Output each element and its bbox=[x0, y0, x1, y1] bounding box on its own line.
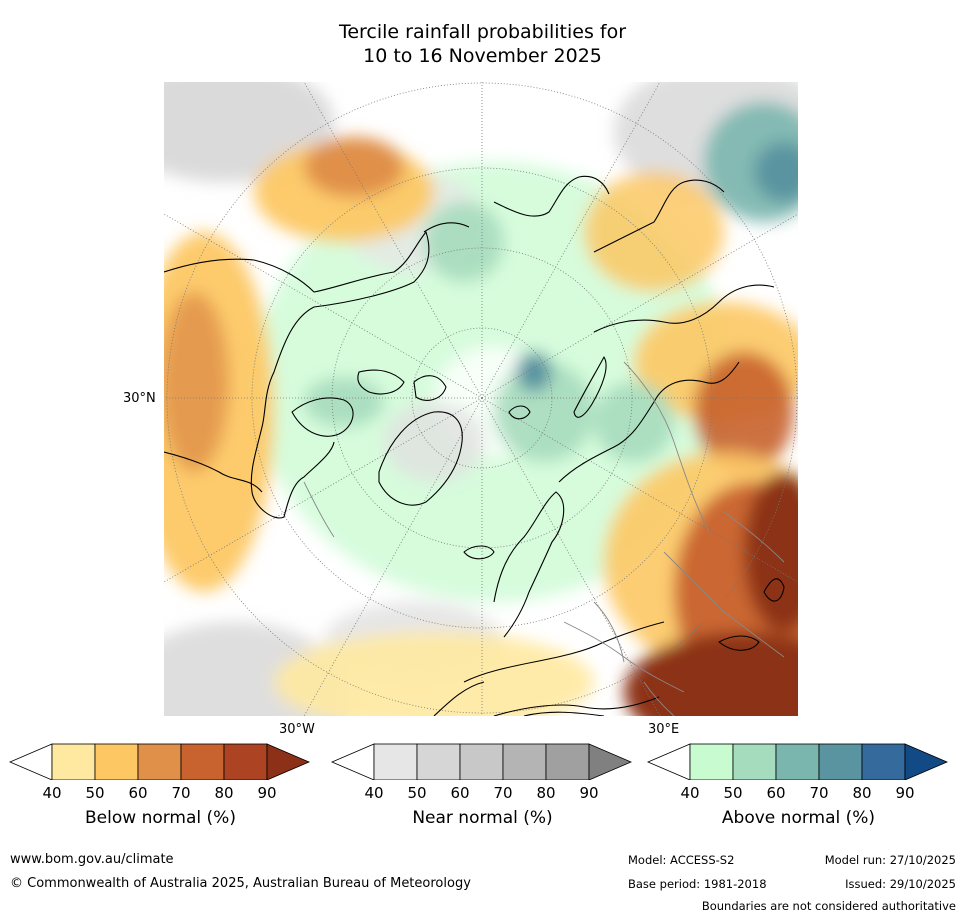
colorbar-swatch bbox=[861, 743, 906, 780]
map-title: Tercile rainfall probabilities for 10 to… bbox=[0, 20, 965, 68]
colorbar-extend-low bbox=[8, 743, 53, 780]
colorbar-swatch bbox=[416, 743, 461, 780]
colorbar-extend-low bbox=[646, 743, 691, 780]
title-line-1: Tercile rainfall probabilities for bbox=[338, 21, 627, 43]
latitude-label-30n: 30°N bbox=[123, 391, 156, 406]
colorbar-tick: 40 bbox=[42, 784, 62, 802]
colorbar-swatch bbox=[689, 743, 734, 780]
colorbar-near-normal: 40 50 60 70 80 90 Near normal (%) bbox=[330, 740, 635, 840]
colorbar-swatch bbox=[94, 743, 139, 780]
website-link[interactable]: www.bom.gov.au/climate bbox=[10, 852, 174, 867]
colorbar-tick: 70 bbox=[171, 784, 191, 802]
colorbar-below-normal: 40 50 60 70 80 90 Below normal (%) bbox=[8, 740, 313, 840]
colorbar-tick: 90 bbox=[257, 784, 277, 802]
base-period: Base period: 1981-2018 bbox=[628, 877, 767, 891]
copyright-text: © Commonwealth of Australia 2025, Austra… bbox=[10, 876, 471, 891]
colorbar-tick: 80 bbox=[214, 784, 234, 802]
colorbar-tick: 80 bbox=[852, 784, 872, 802]
colorbar-swatch bbox=[459, 743, 504, 780]
colorbar-tick: 40 bbox=[680, 784, 700, 802]
issued-date: Issued: 29/10/2025 bbox=[845, 877, 956, 891]
colorbar-swatch bbox=[545, 743, 590, 780]
colorbar-tick: 60 bbox=[766, 784, 786, 802]
colorbar-swatch bbox=[732, 743, 777, 780]
colorbar-label: Near normal (%) bbox=[412, 808, 553, 828]
colorbar-extend-high bbox=[266, 743, 311, 780]
colorbar-tick: 60 bbox=[450, 784, 470, 802]
longitude-label-30w: 30°W bbox=[279, 722, 315, 737]
model-name: Model: ACCESS-S2 bbox=[628, 853, 735, 867]
colorbar-tick: 90 bbox=[895, 784, 915, 802]
colorbar-extend-high bbox=[904, 743, 949, 780]
model-run-date: Model run: 27/10/2025 bbox=[824, 853, 956, 867]
colorbar-tick: 90 bbox=[579, 784, 599, 802]
colorbar-swatch bbox=[137, 743, 182, 780]
colorbar-swatch bbox=[775, 743, 820, 780]
coastlines bbox=[164, 175, 785, 716]
colorbar-tick: 70 bbox=[493, 784, 513, 802]
probability-fields bbox=[164, 82, 798, 716]
colorbar-above-normal-swatches bbox=[646, 743, 949, 780]
colorbar-swatch bbox=[180, 743, 225, 780]
colorbar-tick: 50 bbox=[723, 784, 743, 802]
boundaries-disclaimer: Boundaries are not considered authoritat… bbox=[701, 899, 956, 913]
colorbar-swatch bbox=[502, 743, 547, 780]
colorbar-extend-low bbox=[330, 743, 375, 780]
colorbar-extend-high bbox=[588, 743, 633, 780]
colorbar-tick: 60 bbox=[128, 784, 148, 802]
colorbar-tick: 70 bbox=[809, 784, 829, 802]
colorbar-tick: 80 bbox=[536, 784, 556, 802]
colorbar-label: Above normal (%) bbox=[721, 808, 876, 828]
colorbar-tick: 40 bbox=[364, 784, 384, 802]
colorbar-swatch bbox=[373, 743, 418, 780]
colorbar-below-normal-swatches bbox=[8, 743, 311, 780]
longitude-label-30e: 30°E bbox=[648, 722, 680, 737]
colorbar-near-normal-swatches bbox=[330, 743, 633, 780]
colorbar-swatch bbox=[51, 743, 96, 780]
colorbar-tick: 50 bbox=[85, 784, 105, 802]
tercile-probability-map bbox=[164, 82, 798, 716]
colorbar-label: Below normal (%) bbox=[85, 808, 236, 828]
country-borders bbox=[303, 361, 785, 716]
colorbar-tick: 50 bbox=[407, 784, 427, 802]
colorbar-above-normal: 40 50 60 70 80 90 Above normal (%) bbox=[646, 740, 951, 840]
colorbar-swatch bbox=[223, 743, 268, 780]
colorbar-swatch bbox=[818, 743, 863, 780]
title-line-2: 10 to 16 November 2025 bbox=[363, 45, 602, 67]
